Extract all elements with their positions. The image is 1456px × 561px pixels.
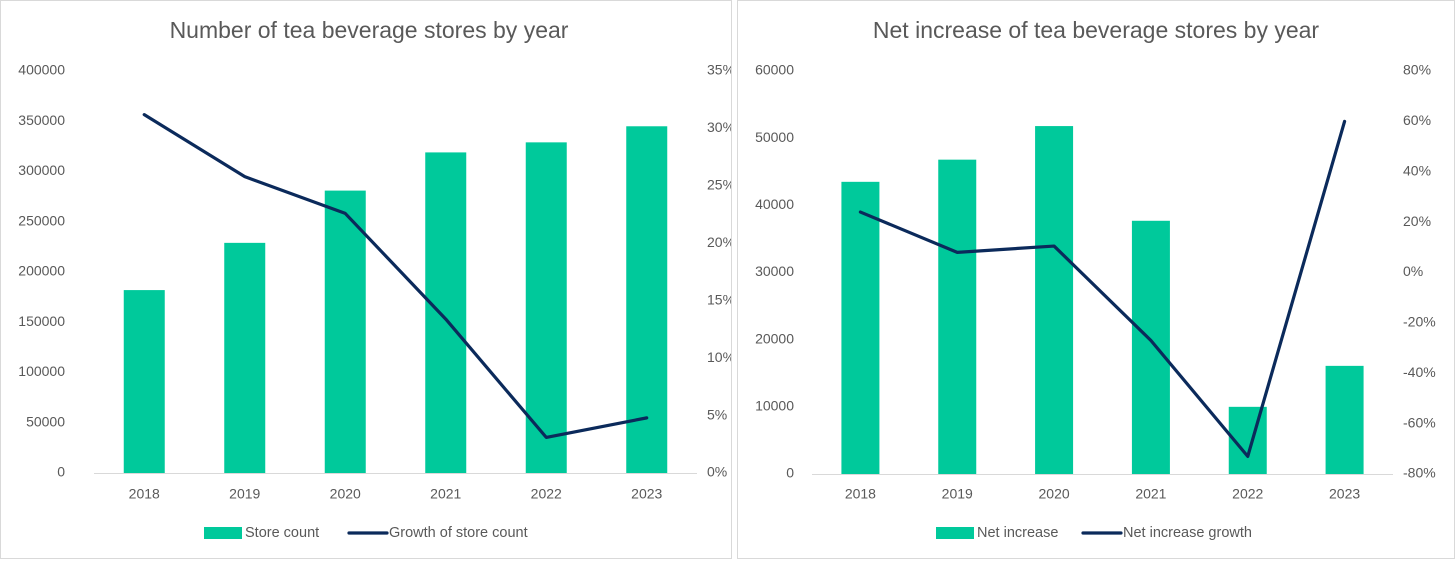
legend-label: Net increase xyxy=(977,525,1058,541)
x-axis-tick-label: 2023 xyxy=(1329,486,1360,502)
bar xyxy=(938,159,977,474)
net-increase-chart: Net increase of tea beverage stores by y… xyxy=(755,17,1436,541)
y2-axis-tick-label: -20% xyxy=(1403,314,1436,330)
x-axis-tick-label: 2021 xyxy=(430,486,461,502)
y-axis-tick-label: 400000 xyxy=(18,62,65,78)
y-axis-tick-label: 300000 xyxy=(18,162,65,178)
y2-axis-tick-label: 35% xyxy=(707,62,731,78)
series-line xyxy=(142,113,649,439)
y-axis-tick-label: 50000 xyxy=(755,129,794,145)
store-count-chart: Number of tea beverage stores by year 0 50… xyxy=(18,17,731,541)
legend-swatch-bar xyxy=(204,527,242,539)
y2-axis-tick-label: 30% xyxy=(707,119,731,135)
y2-axis-tick-label: 80% xyxy=(1403,62,1431,78)
chart-title: Number of tea beverage stores by year xyxy=(170,17,569,43)
y2-axis-tick-label: 60% xyxy=(1403,112,1431,128)
bar xyxy=(123,290,165,473)
y-axis-tick-label: 250000 xyxy=(18,212,65,228)
x-axis-tick-label: 2020 xyxy=(1039,486,1070,502)
x-axis-tick-label: 2018 xyxy=(845,486,876,502)
bar xyxy=(324,190,366,473)
x-axis-tick-label: 2022 xyxy=(1232,486,1263,502)
bar xyxy=(1325,365,1364,474)
y-axis-tick-label: 50000 xyxy=(26,413,65,429)
y-axis-tick-label: 350000 xyxy=(18,112,65,128)
y2-axis-tick-label: 0% xyxy=(1403,263,1423,279)
legend-label: Growth of store count xyxy=(389,525,528,541)
y-axis-tick-label: 0 xyxy=(57,464,65,480)
y2-axis-tick-label: 20% xyxy=(707,234,731,250)
y2-axis-tick-label: 20% xyxy=(1403,213,1431,229)
y-axis-tick-label: 0 xyxy=(786,465,794,481)
y-axis-tick-label: 10000 xyxy=(755,398,794,414)
y-axis-tick-label: 150000 xyxy=(18,313,65,329)
legend-swatch-bar xyxy=(936,527,974,539)
bar xyxy=(626,126,668,474)
net-increase-chart-panel: Net increase of tea beverage stores by y… xyxy=(737,0,1455,559)
bar xyxy=(525,142,567,474)
x-axis-tick-label: 2018 xyxy=(129,486,160,502)
y-axis-tick-label: 30000 xyxy=(755,263,794,279)
x-axis-tick-label: 2019 xyxy=(229,486,260,502)
bar xyxy=(1035,126,1074,475)
legend-label: Store count xyxy=(245,525,319,541)
bar xyxy=(841,181,880,474)
y-axis-tick-label: 40000 xyxy=(755,196,794,212)
y2-axis-tick-label: 5% xyxy=(707,406,727,422)
bar xyxy=(1131,220,1170,474)
y-axis-tick-label: 200000 xyxy=(18,263,65,279)
y2-axis-tick-label: 25% xyxy=(707,177,731,193)
y2-axis-tick-label: -80% xyxy=(1403,465,1436,481)
y-axis-tick-label: 20000 xyxy=(755,330,794,346)
y2-axis-tick-label: -40% xyxy=(1403,364,1436,380)
x-axis-tick-label: 2023 xyxy=(631,486,662,502)
y2-axis-tick-label: -60% xyxy=(1403,414,1436,430)
y2-axis-tick-label: 10% xyxy=(707,349,731,365)
y2-axis-tick-label: 40% xyxy=(1403,162,1431,178)
x-axis-tick-label: 2019 xyxy=(942,486,973,502)
x-axis-tick-label: 2020 xyxy=(330,486,361,502)
y-axis-tick-label: 60000 xyxy=(755,62,794,78)
y2-axis-tick-label: 0% xyxy=(707,464,727,480)
bar xyxy=(425,152,467,473)
y2-axis-tick-label: 15% xyxy=(707,291,731,307)
bar xyxy=(224,242,266,473)
store-count-chart-panel: Number of tea beverage stores by year 0 50… xyxy=(0,0,732,559)
x-axis-tick-label: 2022 xyxy=(531,486,562,502)
legend-label: Net increase growth xyxy=(1123,525,1252,541)
series-line xyxy=(858,119,1347,458)
x-axis-tick-label: 2021 xyxy=(1135,486,1166,502)
y-axis-tick-label: 100000 xyxy=(18,363,65,379)
chart-title: Net increase of tea beverage stores by y… xyxy=(873,17,1320,43)
